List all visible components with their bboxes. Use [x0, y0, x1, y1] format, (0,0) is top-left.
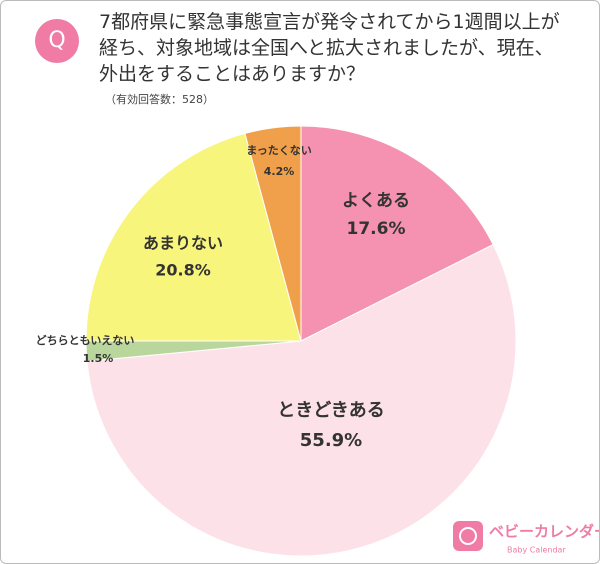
pie-slice [85, 132, 302, 342]
badge: Q [35, 19, 79, 63]
pie-slice [300, 125, 494, 342]
chart-subtitle: （有効回答数：528） [105, 93, 214, 106]
pie-slice [244, 125, 302, 342]
value-label: 4.2% [264, 165, 295, 178]
value-label: 20.8% [155, 261, 211, 280]
slice-label: あまりない [143, 234, 223, 253]
value-label: 55.9% [300, 430, 362, 451]
slice-label: よくある [342, 191, 410, 211]
slice-label: ときどきある [277, 400, 384, 421]
chart-title: 7都府県に緊急事態宣言が発令されてから1週間以上が経ち、対象地域は全国へと拡大さ… [99, 11, 560, 85]
value-label: 17.6% [347, 219, 406, 239]
value-label: 1.5% [83, 352, 114, 365]
slice-label: どちらともいえない [36, 334, 135, 347]
pie-slice [86, 243, 517, 557]
slice-label: まったくない [246, 144, 312, 157]
